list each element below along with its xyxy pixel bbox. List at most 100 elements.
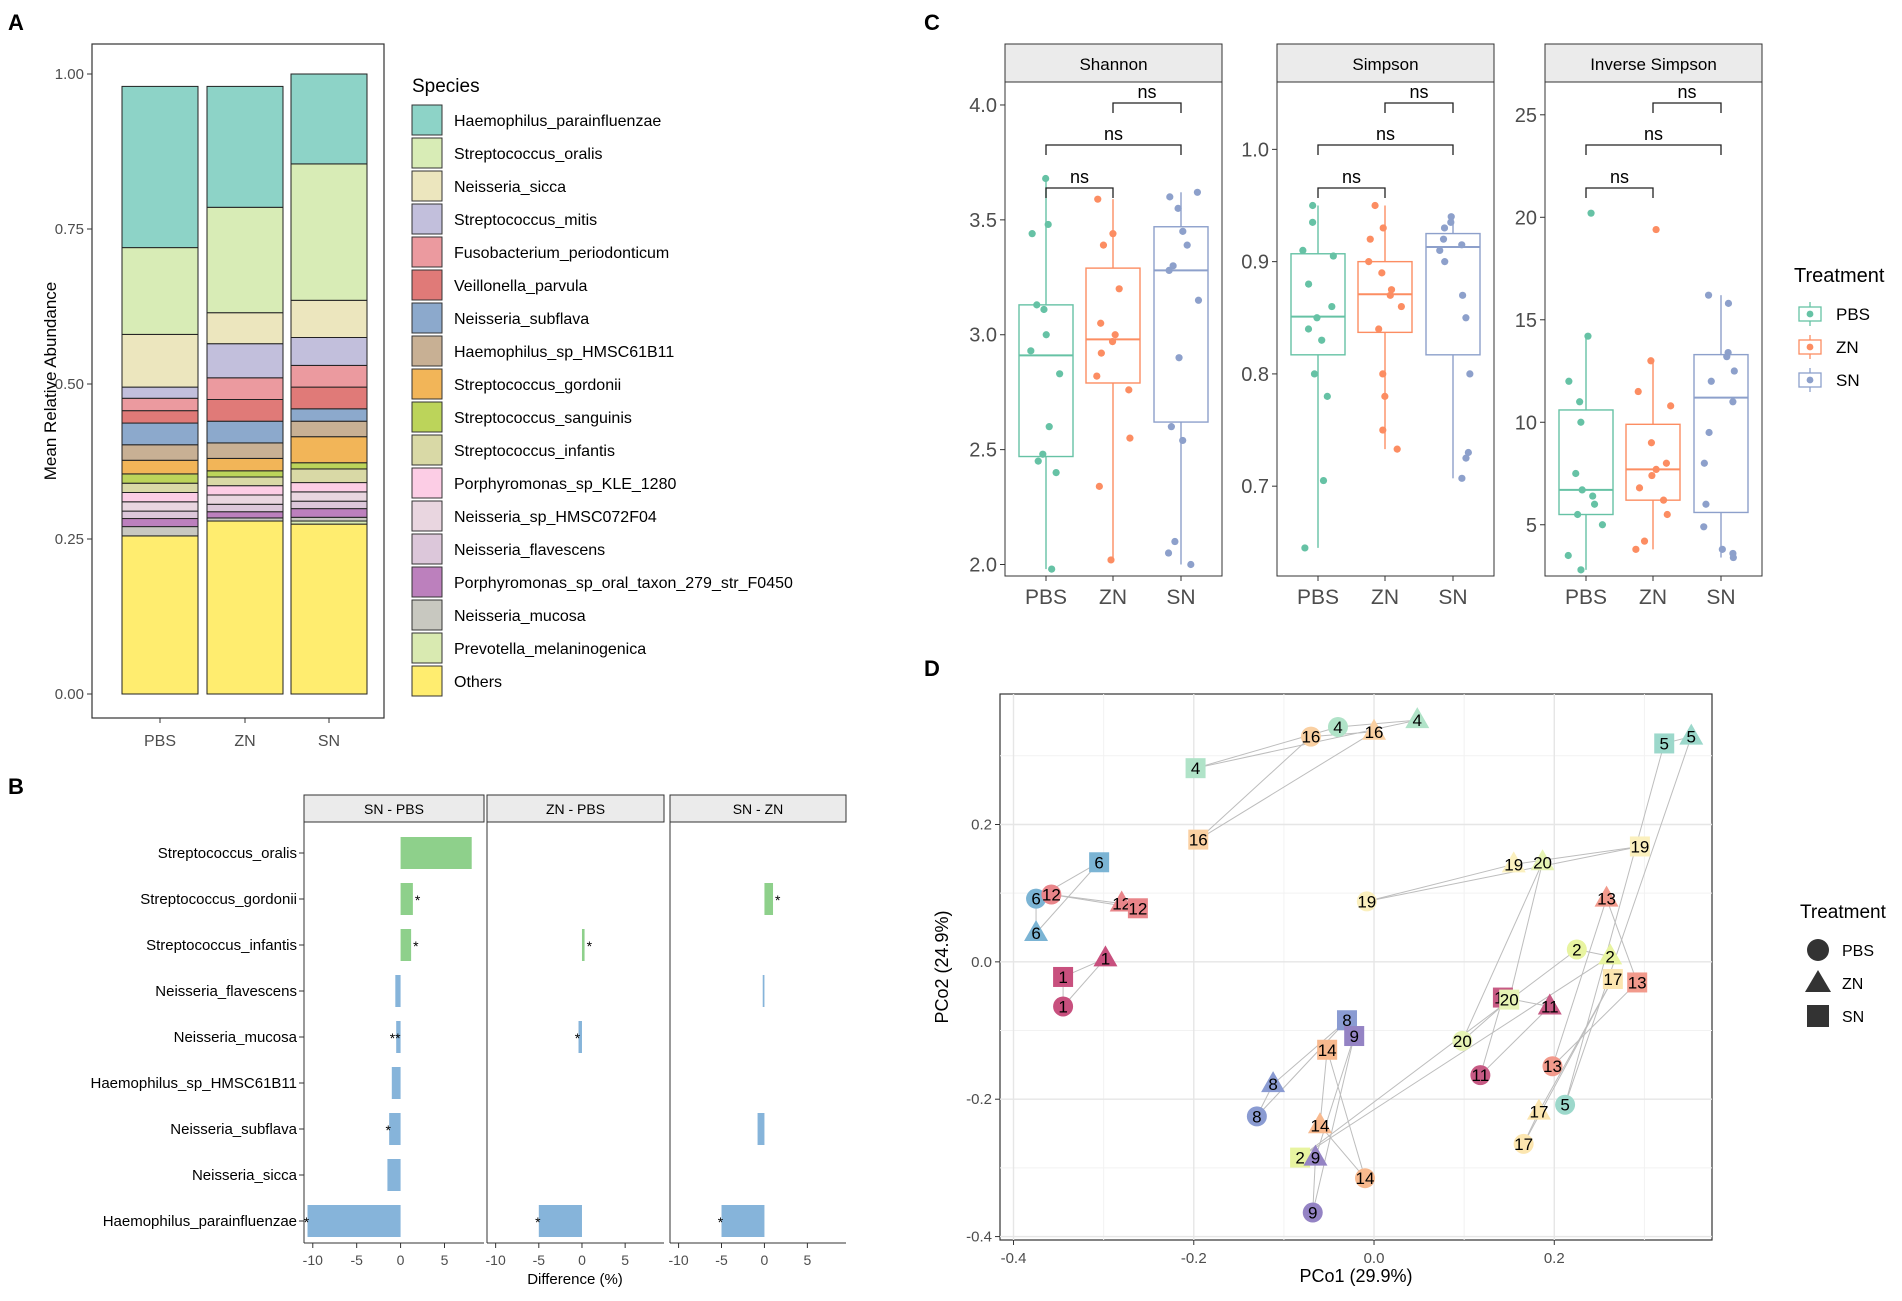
data-point <box>1632 545 1640 553</box>
data-point <box>1652 225 1660 234</box>
legend-label: PBS <box>1836 305 1870 324</box>
sn-point <box>1089 852 1110 873</box>
paired-segment <box>1606 898 1638 983</box>
category-label: Streptococcus_oralis <box>158 845 297 862</box>
data-point <box>1179 436 1187 445</box>
significance-bracket <box>1652 102 1722 113</box>
facet-strip <box>1276 43 1495 83</box>
data-point <box>1365 258 1373 266</box>
data-point <box>1590 500 1599 508</box>
point-label: 11 <box>1541 997 1559 1016</box>
legend-label: Neisseria_sp_HMSC072F04 <box>454 509 657 526</box>
legend-swatch <box>411 368 443 400</box>
difference-bar <box>578 1021 582 1053</box>
x-tick-label: SN <box>1706 586 1735 609</box>
data-point <box>1318 336 1326 344</box>
x-tick-label: -5 <box>715 1252 728 1268</box>
paired-segment <box>1326 1049 1366 1179</box>
y-tick-label: 2.0 <box>969 555 997 577</box>
y-tick-label: 5 <box>1526 515 1537 537</box>
y-tick-label: 1.0 <box>1241 139 1269 161</box>
significance-label: * <box>775 892 781 908</box>
bar-segment <box>121 518 199 528</box>
legend-label: PBS <box>1842 943 1874 960</box>
bar-segment <box>206 503 284 513</box>
legend-label: Prevotella_melaninogenica <box>454 641 646 658</box>
x-tick-label: PBS <box>1297 586 1339 609</box>
x-tick-label: 0.0 <box>1364 1250 1385 1267</box>
significance-bracket <box>1317 187 1386 198</box>
difference-bar <box>307 1205 401 1237</box>
paired-segment <box>1508 862 1544 1000</box>
data-point <box>1379 426 1387 434</box>
legend-shape-circle <box>1807 939 1829 961</box>
legend-swatch <box>411 599 443 631</box>
paired-segment <box>1552 982 1638 1067</box>
x-tick-label: -10 <box>668 1252 688 1268</box>
x-tick-label: PBS <box>1025 586 1067 609</box>
zn-point <box>1109 890 1134 912</box>
legend-label: SN <box>1842 1009 1864 1026</box>
paired-segment <box>1314 1035 1355 1158</box>
x-tick-label: SN <box>1166 586 1195 609</box>
y-tick-label: -0.4 <box>966 1229 992 1246</box>
bar-segment <box>206 85 284 208</box>
bar-segment <box>290 482 368 493</box>
bar-segment <box>290 163 368 301</box>
data-point <box>1379 224 1387 232</box>
x-tick-label: ZN <box>234 733 255 750</box>
data-point <box>1183 241 1191 249</box>
data-point <box>1393 445 1401 453</box>
bar-segment <box>206 457 284 472</box>
bar-segment <box>206 442 284 459</box>
box <box>1290 253 1346 356</box>
legend-label: ZN <box>1842 976 1863 993</box>
significance-label: * <box>535 1214 541 1230</box>
data-point <box>1329 252 1337 260</box>
data-point <box>1194 296 1203 304</box>
sn-point <box>1627 972 1648 993</box>
significance-label: * <box>304 1214 310 1230</box>
data-point <box>1310 370 1319 378</box>
point-label: 8 <box>1252 1107 1261 1126</box>
legend-label: Streptococcus_gordonii <box>454 377 621 394</box>
y-axis-label: Mean Relative Abundance <box>41 282 60 480</box>
category-label: Streptococcus_infantis <box>146 937 297 954</box>
significance-label: ns <box>1409 82 1428 102</box>
bar-segment <box>206 399 284 422</box>
bar-segment <box>206 494 284 505</box>
data-point <box>1700 459 1708 467</box>
data-point <box>1048 565 1056 573</box>
pbs-point <box>1355 1168 1376 1189</box>
significance-label: * <box>385 1122 391 1138</box>
significance-label: ns <box>1137 82 1156 102</box>
difference-bar <box>762 975 765 1007</box>
pbs-point <box>1513 1133 1534 1154</box>
point-label: 2 <box>1295 1149 1304 1168</box>
bar-segment <box>121 482 199 494</box>
bar-segment <box>121 501 199 512</box>
difference-bar <box>764 883 774 915</box>
data-point <box>1115 285 1123 293</box>
data-point <box>1598 521 1607 529</box>
data-point <box>1634 387 1642 396</box>
pbs-point <box>1246 1106 1267 1127</box>
data-point <box>1589 492 1597 500</box>
panel-letter-d: D <box>924 656 940 681</box>
category-label: Haemophilus_sp_HMSC61B11 <box>91 1075 298 1092</box>
difference-bar <box>400 837 472 869</box>
x-tick-label: PBS <box>144 733 176 750</box>
bar-segment <box>206 420 284 444</box>
legend-swatch <box>411 203 443 235</box>
x-tick-label: 5 <box>803 1252 811 1268</box>
data-point <box>1458 474 1466 482</box>
x-axis-label: Difference (%) <box>527 1271 623 1288</box>
point-label: 4 <box>1413 711 1422 730</box>
pbs-point <box>1300 726 1321 747</box>
paired-segment <box>1256 1019 1348 1117</box>
pbs-point <box>1041 884 1062 905</box>
legend-swatch <box>411 236 443 268</box>
zn-point <box>1024 920 1049 942</box>
data-point <box>1565 377 1573 385</box>
